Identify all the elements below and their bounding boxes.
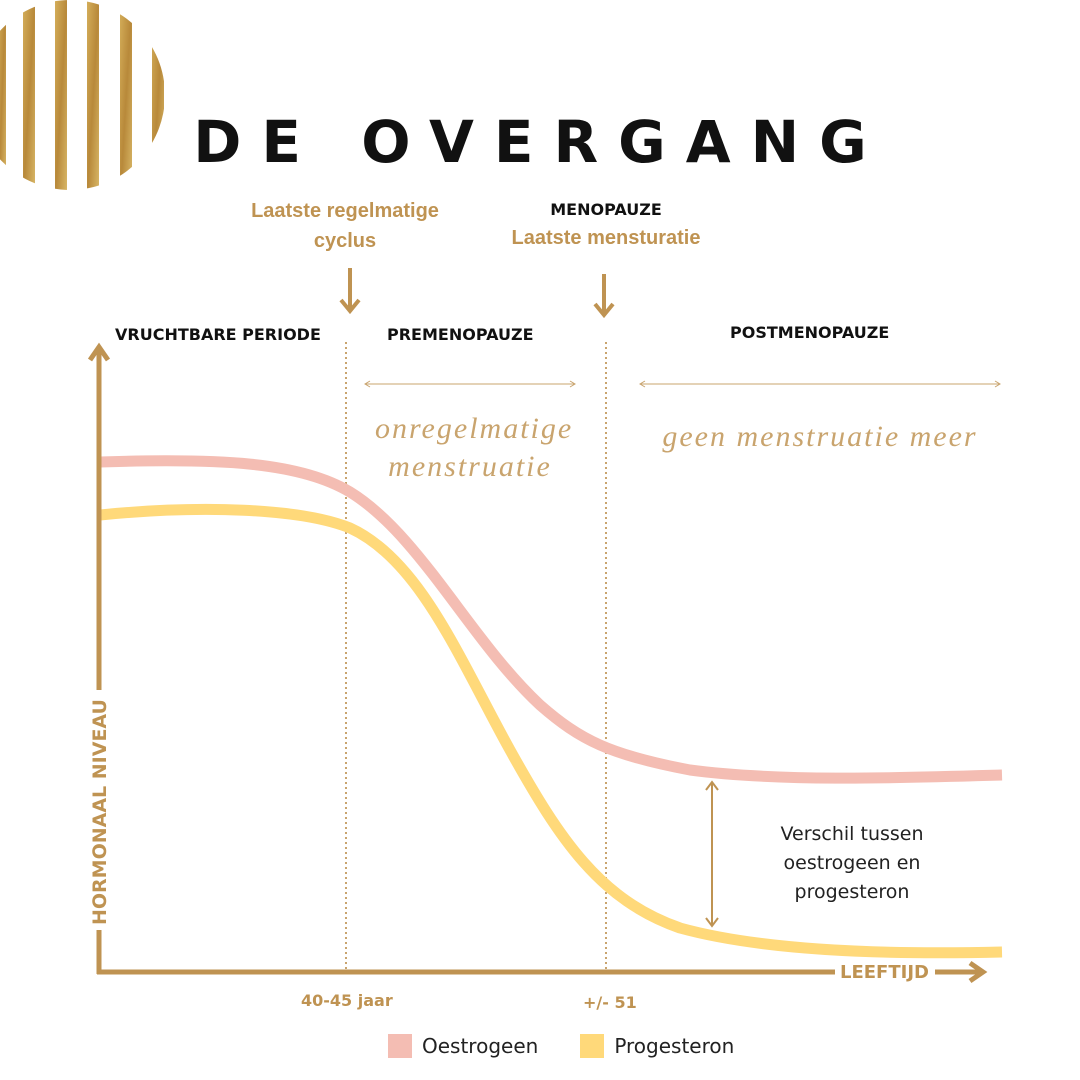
- phase-postmenopauze: POSTMENOPAUZE: [730, 323, 890, 342]
- arrow-down-icon: [339, 268, 361, 315]
- legend-item-oestrogeen: Oestrogeen: [388, 1034, 538, 1058]
- page-title: DE OVERGANG: [193, 108, 887, 176]
- range-postmenopause: [639, 380, 1001, 388]
- handwritten-premenopause: onregelmatige menstruatie: [375, 412, 574, 483]
- legend-swatch: [580, 1034, 605, 1058]
- menopause-label: MENOPAUZE: [550, 200, 662, 219]
- y-axis-label: HORMONAAL NIVEAU: [89, 699, 111, 925]
- legend-label: Progesteron: [614, 1034, 735, 1058]
- progesteron-curve: [99, 503, 1003, 959]
- legend-label: Oestrogeen: [422, 1034, 539, 1058]
- handwritten-postmenopause: geen menstruatie meer: [662, 420, 978, 453]
- legend-item-progesteron: Progesteron: [580, 1034, 734, 1058]
- last-cycle-annotation: Laatste regelmatige cyclus: [251, 200, 439, 252]
- x-tick-51: +/- 51: [583, 993, 637, 1012]
- arrow-down-icon: [593, 274, 615, 319]
- oestrogeen-curve: [99, 455, 1003, 784]
- x-tick-40-45: 40-45 jaar: [301, 991, 393, 1010]
- phase-premenopauze: PREMENOPAUZE: [387, 325, 534, 344]
- x-axis-label: LEEFTIJD: [840, 962, 929, 983]
- legend: Oestrogeen Progesteron: [388, 1034, 762, 1058]
- difference-note: Verschil tussen oestrogeen en progestero…: [780, 823, 924, 903]
- menopause-sub-label: Laatste mensturatie: [511, 227, 701, 249]
- x-axis: [97, 960, 988, 984]
- phase-vruchtbare-periode: VRUCHTBARE PERIODE: [115, 325, 321, 344]
- legend-swatch: [388, 1034, 412, 1058]
- difference-arrow-icon: [705, 780, 719, 928]
- range-premenopause: [364, 380, 576, 388]
- y-axis: [87, 342, 111, 974]
